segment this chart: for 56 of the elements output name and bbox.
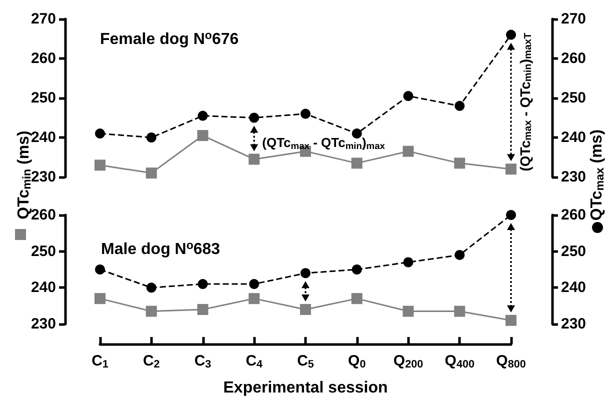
- point: [402, 146, 414, 157]
- point: [402, 306, 414, 317]
- y-tick-label: 230: [30, 316, 56, 332]
- point: [506, 314, 516, 326]
- point: [146, 282, 156, 293]
- x-axis-title: Experimental session: [223, 380, 388, 396]
- point: [352, 128, 362, 139]
- point: [197, 130, 208, 142]
- point: [198, 110, 208, 121]
- point: [351, 293, 362, 304]
- y2-axis-title: QTcmax (ms): [588, 129, 607, 221]
- y-tick-label: 230: [30, 168, 56, 186]
- y2-tick-label: 270: [561, 10, 586, 28]
- point: [94, 293, 106, 304]
- y-tick-label: 260: [30, 206, 56, 224]
- point: [249, 279, 260, 290]
- y2-tick-label: 240: [561, 279, 586, 296]
- point: [506, 30, 516, 40]
- point: [403, 91, 414, 102]
- y2-tick-label: 260: [561, 50, 586, 67]
- point: [403, 257, 414, 268]
- annotation: (QTcmax - QTcmin)maxT: [517, 32, 534, 172]
- point: [454, 158, 466, 169]
- point: [249, 112, 260, 123]
- point: [95, 128, 105, 139]
- point: [94, 160, 106, 171]
- point: [146, 132, 156, 142]
- point: [248, 154, 260, 165]
- y-tick-label: 270: [30, 10, 56, 28]
- point: [351, 158, 362, 169]
- point: [300, 304, 311, 315]
- point: [300, 268, 310, 278]
- y-tick-label: 240: [30, 129, 56, 146]
- point: [506, 164, 516, 175]
- point: [300, 108, 310, 119]
- y2-tick-label: 230: [561, 168, 586, 186]
- point: [248, 293, 260, 304]
- y2-tick-label: 260: [561, 206, 586, 224]
- point: [146, 168, 157, 179]
- point: [95, 264, 105, 274]
- point: [198, 279, 208, 290]
- y-tick-label: 250: [30, 242, 56, 260]
- point: [197, 304, 208, 315]
- point: [506, 210, 516, 220]
- y-tick-label: 260: [30, 50, 56, 67]
- y-tick-label: 250: [30, 90, 56, 106]
- point: [352, 264, 362, 274]
- point: [454, 250, 465, 260]
- y2-tick-label: 250: [561, 242, 586, 260]
- y2-tick-label: 230: [561, 316, 586, 332]
- point: [454, 100, 465, 111]
- point: [454, 306, 466, 317]
- y2-tick-label: 240: [561, 129, 586, 146]
- y-tick-label: 240: [30, 279, 56, 296]
- point: [146, 306, 157, 317]
- y2-tick-label: 250: [561, 90, 586, 106]
